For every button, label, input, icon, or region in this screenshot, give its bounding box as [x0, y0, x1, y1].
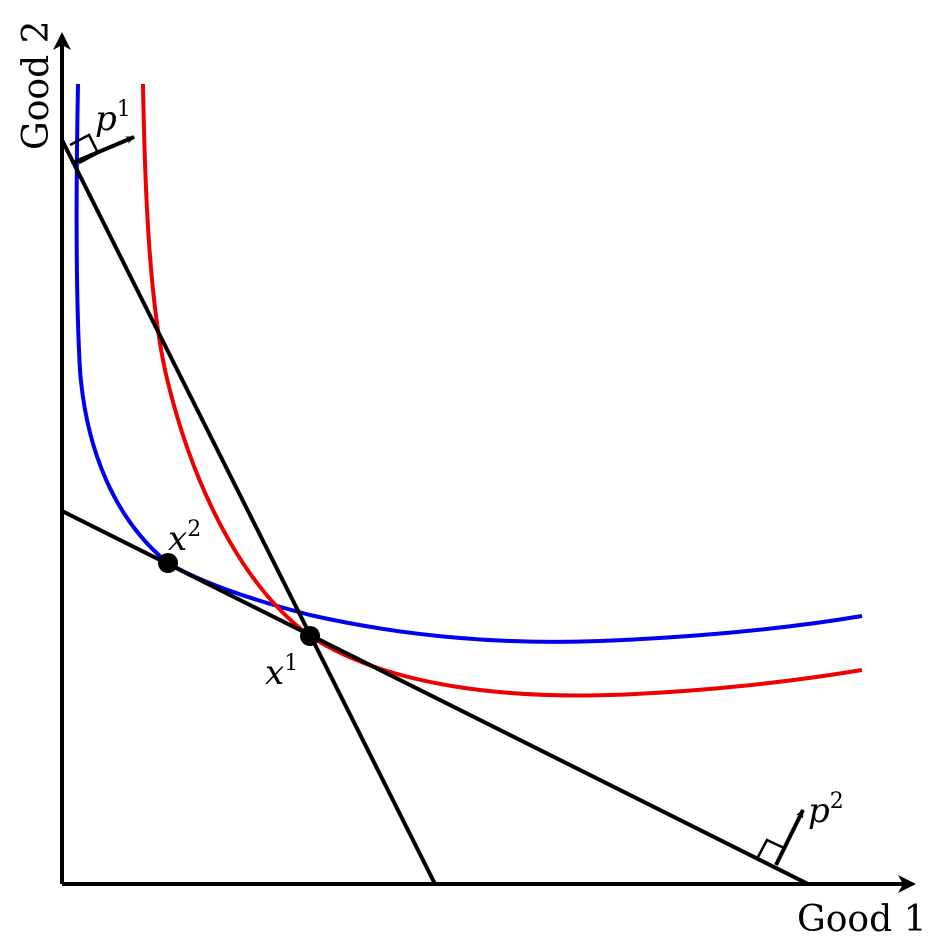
- y-axis-arrow-icon: [53, 32, 71, 50]
- price-vector-p2-arrow: [774, 809, 805, 866]
- p2-base: p: [808, 791, 830, 831]
- x1-sup: 1: [284, 651, 298, 676]
- point-x1-label: x1: [265, 651, 298, 693]
- x-axis-arrow-icon: [898, 875, 916, 893]
- price-vector-p1-label: p1: [95, 97, 131, 139]
- point-x2-label: x2: [168, 517, 201, 559]
- x1-base: x: [265, 653, 284, 693]
- budget-line-1: [60, 139, 437, 885]
- x2-base: x: [168, 519, 187, 559]
- y-axis-label: Good 2: [16, 21, 57, 151]
- right-angle-marker-p2: [756, 838, 785, 858]
- point-x1: [300, 626, 320, 646]
- budget-line-2: [61, 509, 809, 886]
- point-x2: [158, 553, 178, 573]
- price-vector-p2-label: p2: [808, 789, 844, 831]
- x2-sup: 2: [187, 517, 201, 542]
- p1-base: p: [95, 99, 117, 139]
- indifference-curve-blue: [74, 83, 863, 644]
- x-axis-label: Good 1: [797, 899, 927, 940]
- price-vector-p1-arrow: [74, 135, 135, 164]
- p2-sup: 2: [830, 789, 844, 814]
- p1-sup: 1: [117, 97, 131, 122]
